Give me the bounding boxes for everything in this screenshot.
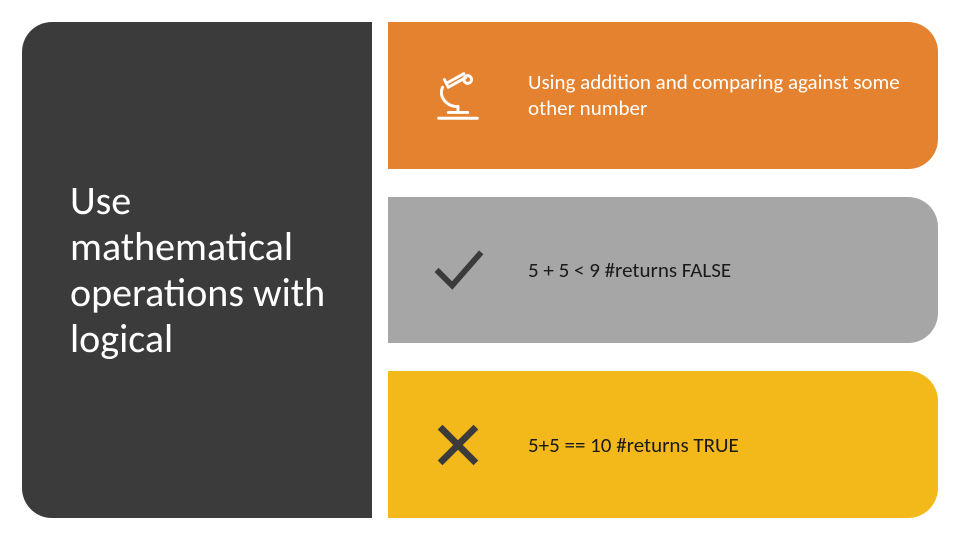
cross-icon (388, 414, 528, 476)
card-text: 5 + 5 < 9 #returns FALSE (528, 257, 908, 283)
card-text: 5+5 == 10 #returns TRUE (528, 432, 908, 458)
card-true-example: 5+5 == 10 #returns TRUE (388, 371, 938, 518)
title-panel: Use mathematical operations with logical (22, 22, 372, 518)
microscope-icon (388, 64, 528, 126)
slide-title: Use mathematical operations with logical (70, 178, 344, 362)
check-icon (388, 239, 528, 301)
card-text: Using addition and comparing against som… (528, 69, 908, 122)
card-addition: Using addition and comparing against som… (388, 22, 938, 169)
card-list: Using addition and comparing against som… (388, 22, 938, 518)
card-false-example: 5 + 5 < 9 #returns FALSE (388, 197, 938, 344)
